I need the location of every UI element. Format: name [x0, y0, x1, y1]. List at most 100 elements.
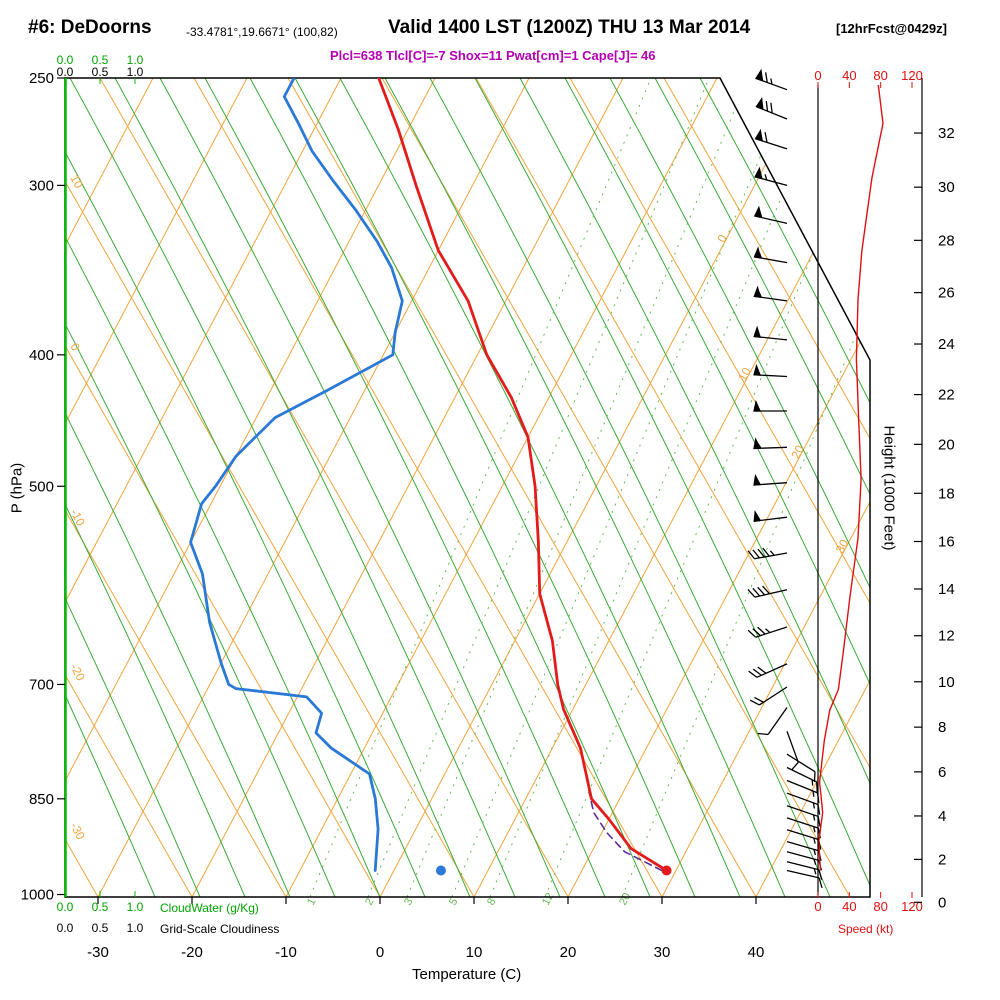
plot-frame — [64, 77, 871, 898]
svg-text:26: 26 — [938, 285, 955, 302]
svg-text:5: 5 — [447, 896, 460, 907]
svg-text:10: 10 — [67, 172, 86, 191]
pressure-axis-title: P (hPa) — [8, 462, 26, 514]
svg-text:12: 12 — [938, 628, 955, 645]
wind-barbs — [747, 68, 823, 888]
svg-text:80: 80 — [873, 68, 887, 83]
svg-text:-30: -30 — [67, 820, 88, 842]
svg-text:18: 18 — [938, 485, 955, 502]
svg-text:20: 20 — [617, 891, 633, 907]
station-title: #6: DeDoorns — [28, 17, 152, 38]
svg-text:300: 300 — [29, 177, 54, 194]
svg-text:32: 32 — [938, 125, 955, 142]
svg-text:850: 850 — [29, 791, 54, 808]
svg-text:30: 30 — [833, 537, 852, 556]
svg-text:250: 250 — [29, 70, 54, 87]
svg-text:0.5: 0.5 — [92, 53, 109, 67]
svg-text:120: 120 — [901, 899, 923, 914]
isotherm-lines — [65, 78, 870, 897]
svg-text:-20: -20 — [181, 944, 203, 961]
svg-text:0.0: 0.0 — [57, 65, 74, 79]
temperature-profile — [377, 78, 668, 872]
speed-tick-labels: 0 0 40 40 80 80 120 120 — [814, 68, 922, 914]
svg-text:20: 20 — [560, 944, 577, 961]
height-axis-title: Height (1000 Feet) — [880, 425, 898, 551]
svg-text:0: 0 — [814, 68, 821, 83]
moist-adiabat-lines — [65, 78, 870, 897]
svg-text:2: 2 — [363, 896, 376, 907]
svg-text:0.5: 0.5 — [92, 921, 109, 935]
svg-text:-20: -20 — [67, 661, 88, 683]
svg-text:80: 80 — [873, 899, 887, 914]
svg-text:20: 20 — [788, 443, 807, 462]
svg-text:3: 3 — [402, 896, 415, 907]
temperature-axis-title: Temperature (C) — [412, 966, 522, 983]
speed-axis-label: Speed (kt) — [838, 922, 894, 936]
svg-text:0: 0 — [814, 899, 821, 914]
svg-text:500: 500 — [29, 478, 54, 495]
svg-text:20: 20 — [938, 436, 955, 453]
svg-text:10: 10 — [938, 674, 955, 691]
svg-text:14: 14 — [938, 581, 955, 598]
parcel-path — [585, 776, 663, 872]
svg-text:0: 0 — [938, 894, 946, 911]
svg-text:12: 12 — [540, 891, 556, 907]
station-coords: -33.4781°,19.6671° (100,82) — [186, 25, 338, 39]
svg-text:0.5: 0.5 — [92, 900, 109, 914]
dewpoint-profile — [189, 78, 404, 872]
svg-text:1000: 1000 — [21, 887, 54, 904]
pressure-tick-labels: 250 300 400 500 700 850 1000 — [21, 70, 65, 904]
svg-text:-10: -10 — [67, 506, 88, 528]
svg-text:1: 1 — [305, 896, 318, 907]
wind-speed-curve — [818, 84, 884, 871]
svg-text:120: 120 — [901, 68, 923, 83]
valid-time: Valid 1400 LST (1200Z) THU 13 Mar 2014 — [388, 17, 751, 38]
surface-dewpoint-dot — [435, 865, 446, 876]
cloudwater-scale-labels: 0.00.00.00.00.50.50.50.51.01.01.01.0 — [57, 53, 144, 935]
cloudwater-axis-label: CloudWater (g/Kg) — [160, 901, 259, 915]
svg-text:10: 10 — [735, 365, 754, 384]
svg-text:30: 30 — [654, 944, 671, 961]
svg-text:16: 16 — [938, 534, 955, 551]
svg-text:40: 40 — [748, 944, 765, 961]
dry-adiabat-labels: 10 0 -10 -20 -30 — [67, 172, 88, 842]
svg-text:22: 22 — [938, 387, 955, 404]
svg-text:40: 40 — [842, 899, 856, 914]
isotherm-labels: 0 10 20 30 — [714, 232, 851, 556]
mixing-ratio-labels: 1 2 3 5 8 12 20 — [305, 891, 633, 907]
svg-text:1.0: 1.0 — [127, 900, 144, 914]
svg-text:8: 8 — [485, 896, 498, 907]
svg-text:400: 400 — [29, 347, 54, 364]
stability-indices: Plcl=638 Tlcl[C]=-7 Shox=11 Pwat[cm]=1 C… — [330, 48, 656, 63]
svg-text:0.0: 0.0 — [57, 53, 74, 67]
forecast-tag: [12hrFcst@0429z] — [836, 21, 947, 36]
svg-text:24: 24 — [938, 336, 955, 353]
cloudiness-axis-label: Grid-Scale Cloudiness — [160, 922, 280, 936]
svg-text:0: 0 — [67, 341, 83, 354]
svg-text:0.0: 0.0 — [57, 921, 74, 935]
svg-text:10: 10 — [466, 944, 483, 961]
svg-text:40: 40 — [842, 68, 856, 83]
svg-text:6: 6 — [938, 764, 946, 781]
svg-text:0.5: 0.5 — [92, 65, 109, 79]
svg-text:30: 30 — [938, 179, 955, 196]
svg-text:-10: -10 — [275, 944, 297, 961]
svg-text:0.0: 0.0 — [57, 900, 74, 914]
svg-text:-30: -30 — [87, 944, 109, 961]
temperature-tick-labels: -30 -20 -10 0 10 20 30 40 — [87, 897, 764, 961]
svg-text:1.0: 1.0 — [127, 65, 144, 79]
surface-temperature-dot — [661, 865, 672, 876]
svg-text:8: 8 — [938, 719, 946, 736]
svg-text:28: 28 — [938, 232, 955, 249]
svg-text:700: 700 — [29, 676, 54, 693]
svg-text:1.0: 1.0 — [127, 921, 144, 935]
dry-adiabat-lines — [65, 78, 870, 897]
svg-text:0: 0 — [376, 944, 384, 961]
svg-text:0: 0 — [714, 232, 730, 245]
svg-text:4: 4 — [938, 808, 946, 825]
svg-text:2: 2 — [938, 851, 946, 868]
svg-text:1.0: 1.0 — [127, 53, 144, 67]
